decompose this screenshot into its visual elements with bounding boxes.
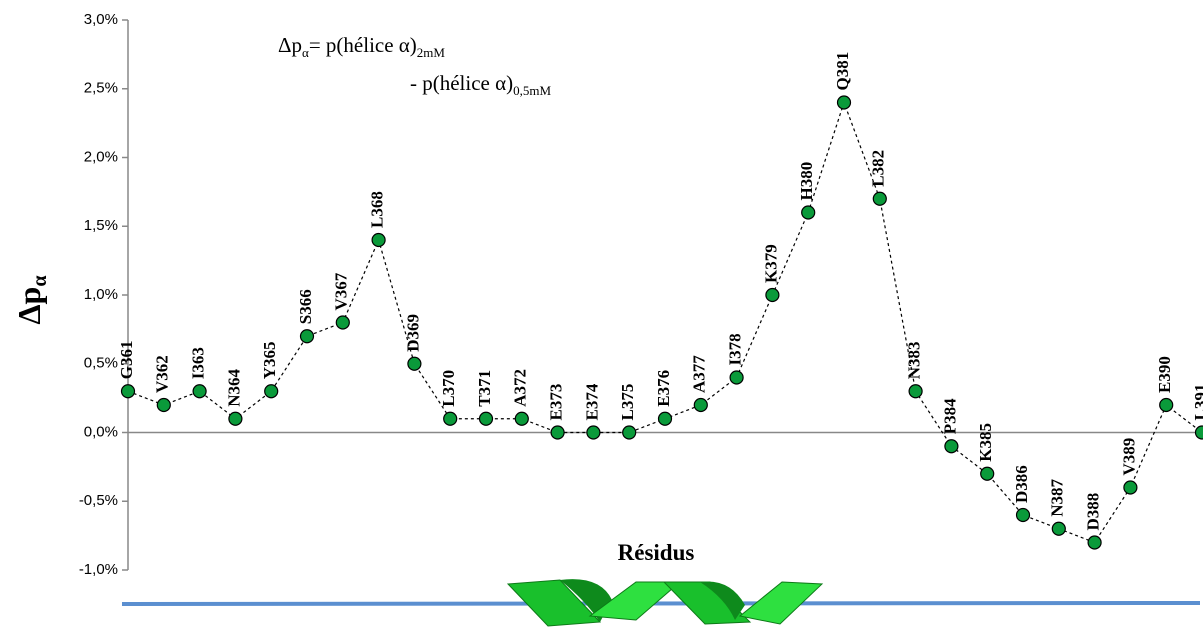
point-label: H380 (797, 162, 816, 201)
y-tick-label: 1,0% (84, 286, 118, 303)
data-point (192, 384, 207, 399)
point-label: L370 (439, 370, 458, 407)
point-label: V389 (1119, 438, 1138, 476)
point-label: N387 (1048, 478, 1067, 516)
y-tick-label: -1,0% (79, 561, 118, 578)
point-label: N364 (224, 368, 243, 406)
y-tick-label: 1,5% (84, 217, 118, 234)
point-label: L391 (1191, 384, 1203, 421)
point-label: I363 (189, 347, 208, 379)
point-label: E376 (654, 370, 673, 407)
y-tick-label: 2,5% (84, 80, 118, 97)
data-point (228, 411, 243, 426)
point-label: L368 (368, 191, 387, 228)
data-point (514, 411, 529, 426)
data-point (872, 191, 887, 206)
data-point (836, 95, 852, 110)
point-label: L382 (869, 150, 888, 187)
point-label: T371 (475, 370, 494, 407)
y-axis-label: Δpα (11, 275, 51, 324)
point-label: Q381 (833, 52, 852, 91)
point-label: K379 (761, 244, 780, 283)
point-label: A372 (511, 369, 530, 407)
data-point (335, 315, 350, 330)
data-point (801, 205, 816, 220)
data-point (657, 411, 673, 426)
data-point (120, 384, 136, 399)
y-tick-label: 0,0% (84, 423, 118, 440)
data-point (765, 287, 780, 303)
data-point (693, 397, 708, 413)
point-label: N383 (905, 341, 924, 379)
y-tick-label: 0,5% (84, 355, 118, 372)
point-label: E374 (582, 383, 601, 420)
point-label: E373 (547, 384, 566, 421)
data-point (371, 232, 386, 248)
data-point (264, 384, 279, 399)
data-point (944, 439, 959, 454)
data-point (156, 397, 171, 413)
data-point (1051, 521, 1066, 536)
point-label: S366 (296, 289, 315, 324)
point-label: D369 (403, 314, 422, 352)
annotation: - p(hélice α)0,5mM (410, 71, 551, 98)
sequence-line (121, 601, 1201, 606)
data-point (550, 425, 565, 440)
point-label: D388 (1084, 493, 1103, 531)
y-tick-label: 3,0% (84, 11, 118, 28)
point-label: E390 (1155, 356, 1174, 393)
helix (506, 579, 824, 627)
point-label: Y365 (260, 341, 279, 379)
point-label: A377 (690, 355, 709, 393)
data-point (622, 425, 637, 440)
point-label: V367 (332, 272, 351, 310)
data-point (586, 425, 601, 440)
data-point (908, 384, 923, 399)
data-point (729, 370, 744, 385)
point-label: P384 (940, 398, 959, 434)
y-tick-label: -0,5% (79, 492, 118, 509)
point-label: L375 (618, 384, 637, 421)
data-point (1194, 425, 1203, 440)
data-point (478, 411, 494, 426)
y-tick-label: 2,0% (84, 148, 118, 165)
data-point (443, 411, 458, 426)
data-point (1123, 480, 1138, 495)
data-point (407, 356, 422, 371)
point-label: I378 (726, 333, 745, 365)
point-label: G361 (117, 341, 136, 380)
point-label: D386 (1012, 465, 1031, 503)
point-label: K385 (976, 423, 995, 462)
x-axis-label: Résidus (618, 540, 695, 565)
data-point (980, 466, 995, 481)
annotation: Δpα= p(hélice α)2mM (278, 33, 445, 60)
data-point (1087, 535, 1102, 550)
point-label: V362 (153, 355, 172, 393)
data-point (1015, 507, 1031, 523)
data-point (299, 329, 315, 344)
data-point (1159, 397, 1174, 413)
data-line (127, 100, 1203, 544)
